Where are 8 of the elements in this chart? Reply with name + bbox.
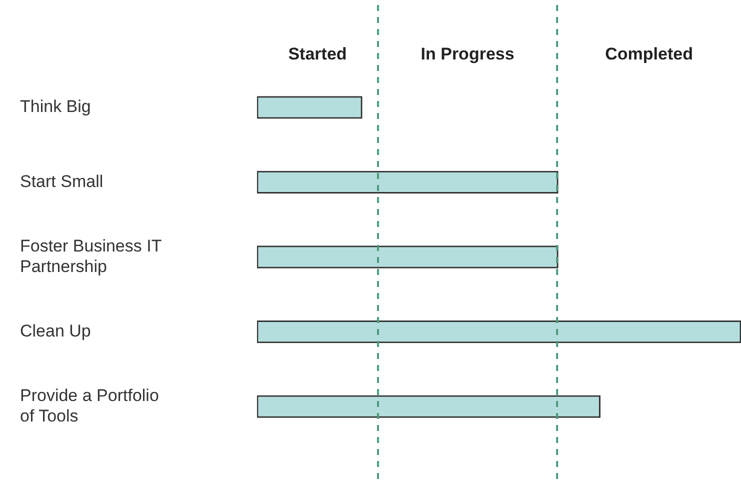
annotation: Completed: [605, 44, 693, 64]
annotation: Started: [288, 44, 347, 64]
annotation: In Progress: [420, 44, 514, 64]
y-tick-label: Foster Business IT Partnership: [20, 236, 162, 276]
y-tick-label: Provide a Portfolio of Tools: [20, 386, 159, 426]
y-tick-label: Start Small: [20, 172, 104, 191]
y-tick-label: Clean Up: [20, 321, 91, 340]
y-tick-label: Think Big: [20, 97, 91, 116]
